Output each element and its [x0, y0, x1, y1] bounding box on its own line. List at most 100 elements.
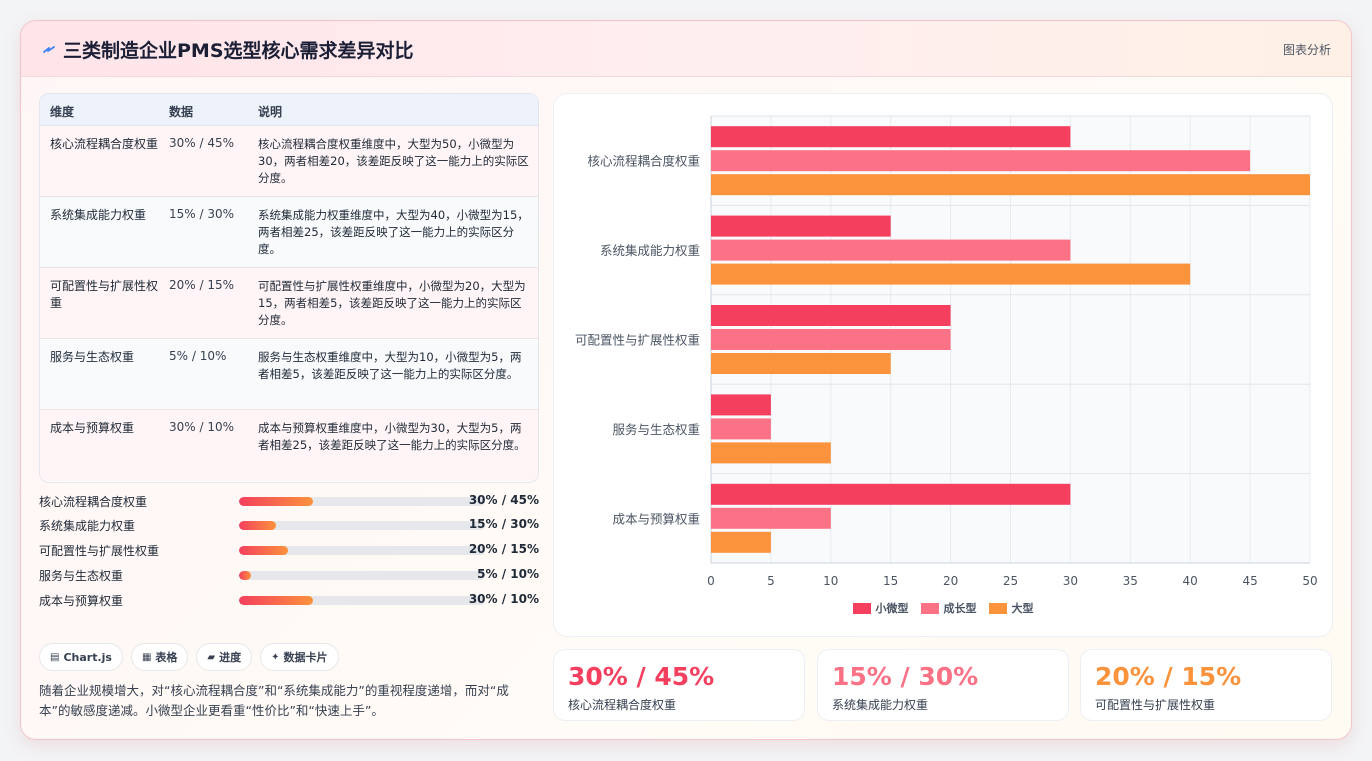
chip-chartjs[interactable]: ▤ Chart.js: [39, 643, 123, 671]
stat-value: 30% / 45%: [568, 662, 715, 691]
legend-label: 小微型: [875, 602, 909, 615]
stat-card: 20% / 15% 可配置性与扩展性权重: [1080, 649, 1332, 721]
legend-item[interactable]: 大型: [988, 600, 1034, 616]
x-tick-label: 50: [1302, 574, 1317, 588]
chip-label: Chart.js: [63, 650, 112, 664]
progress-label: 成本与预算权重: [39, 594, 124, 608]
chip-label: 表格: [155, 651, 178, 664]
chip-table[interactable]: ▦ 表格: [130, 643, 189, 671]
progress-value: 20% / 15%: [468, 542, 539, 556]
progress-fill: [239, 497, 313, 506]
cell-data: 30% / 10%: [169, 420, 235, 434]
cell-data: 20% / 15%: [169, 278, 235, 292]
progress-value: 15% / 30%: [468, 517, 539, 531]
cell-data: 5% / 10%: [169, 349, 227, 363]
progress-value: 30% / 45%: [468, 493, 539, 507]
cell-dimension: 成本与预算权重: [50, 421, 135, 435]
feature-chips: ▤ Chart.js ▦ 表格 ▰ 进度 ✦ 数据卡片: [39, 643, 339, 671]
cell-description: 核心流程耦合度权重维度中，大型为50，小微型为30，两者相差20，该差距反映了这…: [258, 137, 529, 185]
column-header-dimension: 维度: [50, 105, 75, 119]
progress-track: [239, 497, 485, 506]
progress-row: 系统集成能力权重 15% / 30%: [39, 516, 539, 534]
bar: [711, 418, 771, 440]
x-tick-label: 10: [823, 574, 838, 588]
progress-row: 服务与生态权重 5% / 10%: [39, 566, 539, 584]
table-row: 系统集成能力权重 15% / 30% 系统集成能力权重维度中，大型为40，小微型…: [40, 197, 538, 268]
table-header: 维度 数据 说明: [40, 94, 538, 126]
x-tick-label: 40: [1183, 574, 1198, 588]
progress-track: [239, 596, 485, 605]
x-tick-label: 0: [707, 574, 715, 588]
dashboard-card: 三类制造企业PMS选型核心需求差异对比 图表分析 维度 数据 说明 核心流程耦合…: [20, 20, 1352, 740]
table-row: 核心流程耦合度权重 30% / 45% 核心流程耦合度权重维度中，大型为50，小…: [40, 126, 538, 197]
progress-row: 核心流程耦合度权重 30% / 45%: [39, 492, 539, 510]
chart-analysis-tag: 图表分析: [1282, 43, 1331, 57]
progress-value: 30% / 10%: [468, 592, 539, 606]
chip-label: 数据卡片: [283, 651, 328, 664]
progress-fill: [239, 521, 276, 530]
legend-label: 成长型: [943, 602, 977, 615]
cell-dimension: 服务与生态权重: [50, 350, 135, 364]
legend-swatch: [920, 602, 939, 614]
progress-icon: ▰: [207, 651, 216, 663]
progress-fill: [239, 571, 252, 580]
progress-row: 可配置性与扩展性权重 20% / 15%: [39, 541, 539, 559]
x-tick-label: 5: [767, 574, 775, 588]
bar: [711, 394, 771, 416]
table-row: 可配置性与扩展性权重 20% / 15% 可配置性与扩展性权重维度中，小微型为2…: [40, 268, 538, 339]
progress-value: 5% / 10%: [477, 567, 539, 581]
y-tick-label: 核心流程耦合度权重: [587, 154, 700, 169]
x-tick-label: 20: [943, 574, 958, 588]
chart-svg: 核心流程耦合度权重系统集成能力权重可配置性与扩展性权重服务与生态权重成本与预算权…: [575, 115, 1318, 588]
bar: [711, 305, 951, 326]
progress-label: 核心流程耦合度权重: [39, 495, 148, 509]
chart-icon: ▤: [50, 651, 60, 663]
stat-label: 核心流程耦合度权重: [568, 698, 677, 712]
cell-description: 系统集成能力权重维度中，大型为40，小微型为15，两者相差25，该差距反映了这一…: [258, 208, 529, 256]
cell-data: 15% / 30%: [169, 207, 235, 221]
legend-swatch: [852, 602, 871, 614]
header: 三类制造企业PMS选型核心需求差异对比 图表分析: [21, 21, 1351, 77]
y-tick-label: 可配置性与扩展性权重: [575, 333, 700, 348]
bar: [711, 215, 891, 237]
bar-chart: 核心流程耦合度权重 系统集成能力权重 可配置性与扩展性权重 服务与生态权重 成本与预算权…: [553, 93, 1333, 637]
stat-card: 15% / 30% 系统集成能力权重: [817, 649, 1069, 721]
bar: [711, 442, 831, 464]
cell-description: 成本与预算权重维度中，小微型为30，大型为5，两者相差25，该差距反映了这一能力…: [258, 421, 526, 452]
bar: [711, 150, 1251, 172]
page-title: 三类制造企业PMS选型核心需求差异对比: [63, 40, 414, 62]
chip-label: 进度: [219, 651, 242, 664]
progress-label: 服务与生态权重: [39, 569, 124, 583]
progress-label: 系统集成能力权重: [39, 519, 136, 533]
bar: [711, 263, 1191, 285]
y-tick-label: 服务与生态权重: [612, 422, 700, 437]
cell-dimension: 系统集成能力权重: [50, 208, 147, 222]
column-header-data: 数据: [169, 105, 194, 119]
column-header-description: 说明: [258, 105, 283, 119]
stat-value: 20% / 15%: [1095, 662, 1242, 691]
bolt-icon: [43, 46, 55, 53]
bar: [711, 126, 1071, 148]
chart-legend: 小微型 成长型 大型: [554, 600, 1332, 616]
cell-description: 服务与生态权重维度中，大型为10，小微型为5，两者相差5，该差距反映了这一能力上…: [258, 350, 522, 381]
progress-track: [239, 521, 485, 530]
x-tick-label: 35: [1123, 574, 1138, 588]
progress-fill: [239, 596, 313, 605]
legend-item[interactable]: 成长型: [920, 600, 977, 616]
stat-value: 15% / 30%: [832, 662, 979, 691]
chip-data-card[interactable]: ✦ 数据卡片: [260, 643, 339, 671]
cell-data: 30% / 45%: [169, 136, 235, 150]
legend-swatch: [988, 602, 1007, 614]
progress-label: 可配置性与扩展性权重: [39, 544, 160, 558]
cell-dimension: 可配置性与扩展性权重: [50, 279, 159, 310]
chip-progress[interactable]: ▰ 进度: [196, 643, 253, 671]
x-tick-label: 45: [1242, 574, 1257, 588]
legend-item[interactable]: 小微型: [852, 600, 909, 616]
table-icon: ▦: [141, 651, 152, 663]
progress-fill: [239, 546, 289, 555]
table-row: 服务与生态权重 5% / 10% 服务与生态权重维度中，大型为10，小微型为5，…: [40, 339, 538, 410]
x-tick-label: 30: [1063, 574, 1078, 588]
bar: [711, 483, 1071, 505]
y-tick-label: 成本与预算权重: [612, 511, 700, 526]
stat-label: 可配置性与扩展性权重: [1095, 698, 1216, 712]
